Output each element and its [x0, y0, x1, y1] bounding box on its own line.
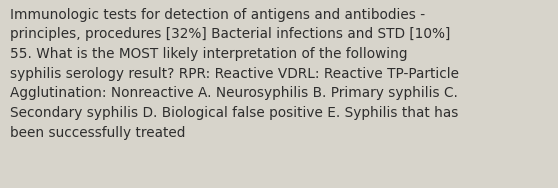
Text: Immunologic tests for detection of antigens and antibodies -
principles, procedu: Immunologic tests for detection of antig…: [10, 8, 459, 140]
